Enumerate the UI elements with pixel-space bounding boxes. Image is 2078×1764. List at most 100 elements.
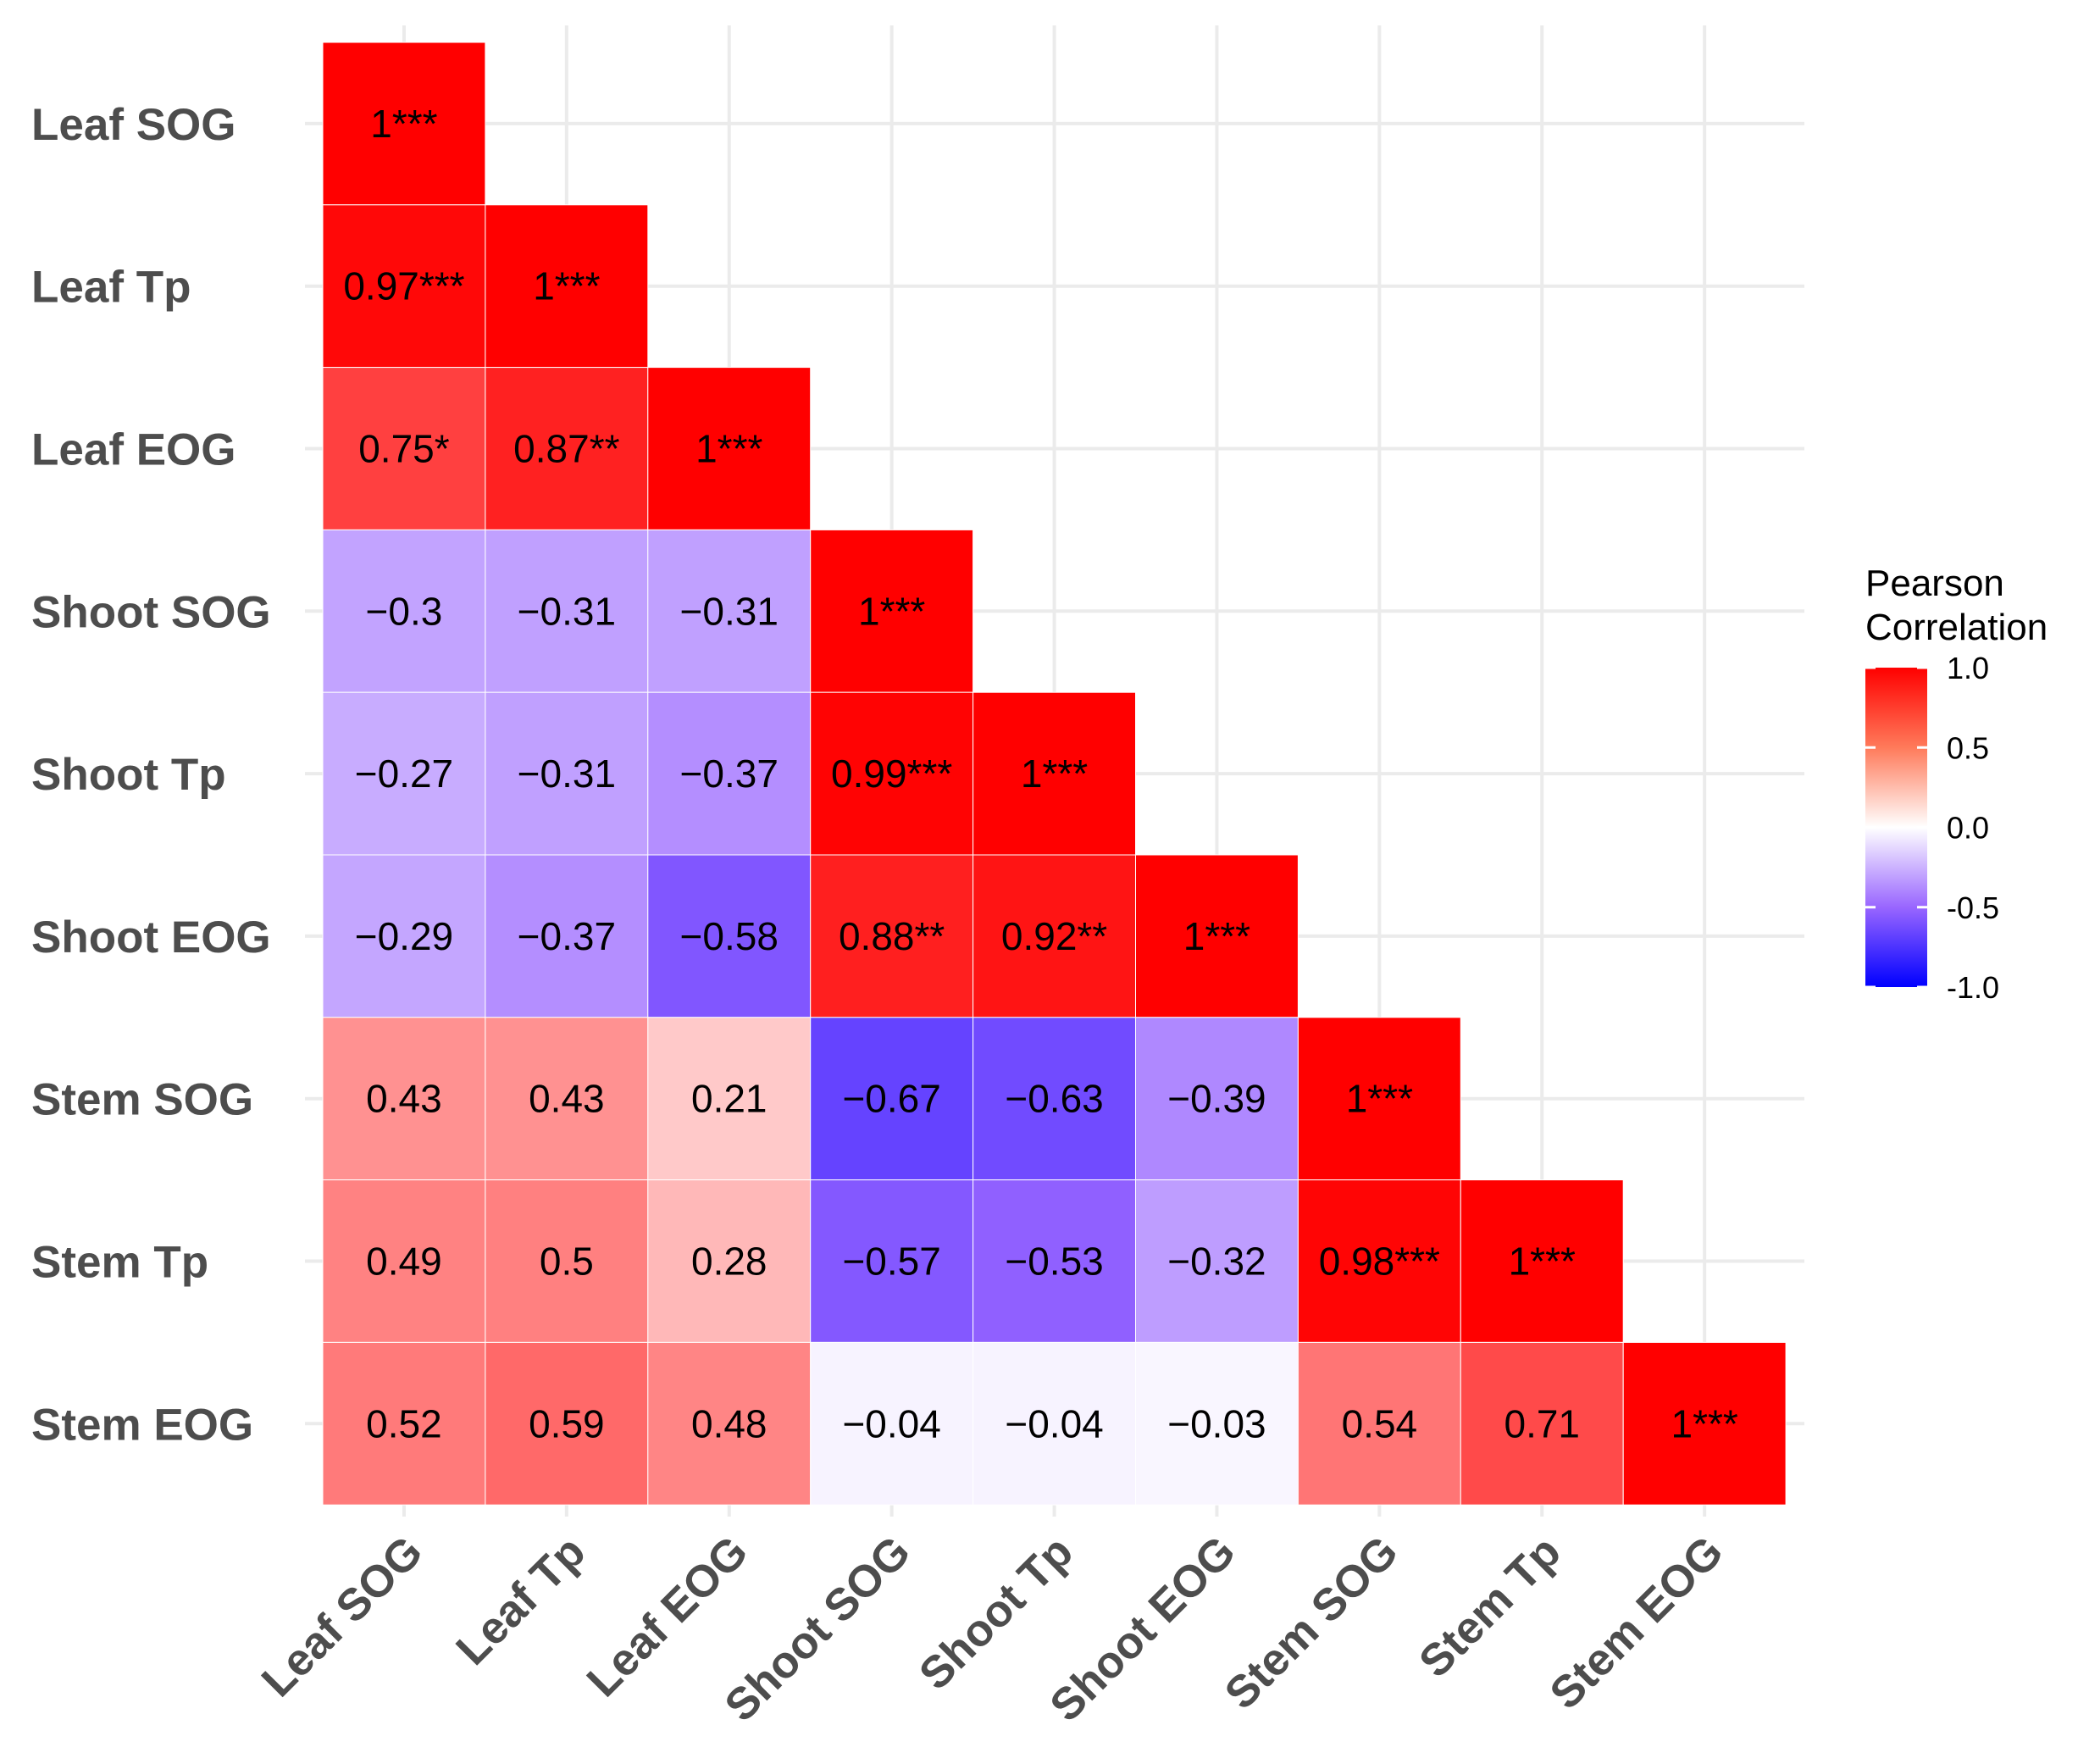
cell-value-label: 1*** <box>1509 1240 1576 1284</box>
cell-value-label: 1*** <box>1021 752 1088 796</box>
y-tick-label: Leaf SOG <box>31 100 236 150</box>
cell-value-label: 0.28 <box>691 1240 767 1284</box>
cell-value-label: 0.43 <box>529 1077 605 1121</box>
heatmap-cell <box>1135 1179 1299 1343</box>
heatmap-cell <box>973 1179 1136 1343</box>
cell-value-label: −0.03 <box>1167 1401 1266 1445</box>
x-tick-label: Stem EOG <box>1541 1527 1733 1719</box>
heatmap-cell <box>1297 1179 1461 1343</box>
heatmap-cell <box>485 204 649 369</box>
heatmap-cell <box>647 1179 812 1343</box>
cell-value-label: 0.98*** <box>1319 1240 1440 1284</box>
heatmap-cell <box>973 854 1136 1018</box>
heatmap-cell <box>647 367 812 530</box>
cell-value-label: −0.31 <box>518 589 616 633</box>
cell-value-label: 1*** <box>858 589 925 633</box>
heatmap-cell <box>322 367 486 530</box>
heatmap-cell <box>973 691 1136 856</box>
heatmap-cell <box>810 1341 974 1506</box>
cell-value-label: 1*** <box>533 264 600 308</box>
heatmap-cell <box>322 529 486 693</box>
heatmap-cell <box>810 691 974 856</box>
cell-value-label: 0.48 <box>691 1401 767 1445</box>
heatmap-cell <box>1135 1341 1299 1506</box>
legend-tick-label: 0.0 <box>1947 811 1989 846</box>
heatmap-cell <box>485 691 649 856</box>
cell-value-label: −0.37 <box>518 914 616 958</box>
heatmap-cell <box>1622 1341 1787 1506</box>
heatmap-cell <box>1460 1341 1624 1506</box>
heatmap-cell <box>485 1341 649 1506</box>
legend-title-line2: Correlation <box>1865 607 2048 648</box>
heatmap-cell <box>322 204 486 369</box>
legend-ticks: 1.0 0.5 0.0 -0.5 -1.0 <box>1865 651 1999 1005</box>
heatmap-cell <box>647 529 812 693</box>
cell-value-label: 1*** <box>1183 914 1250 958</box>
cell-value-label: 0.49 <box>366 1240 442 1284</box>
legend-tick-label: -0.5 <box>1947 890 1999 925</box>
x-tick-label: Stem Tp <box>1410 1527 1571 1688</box>
y-tick-label: Leaf EOG <box>31 425 236 475</box>
cell-value-label: 0.88** <box>839 914 945 958</box>
y-tick-label: Stem Tp <box>31 1238 208 1288</box>
cell-value-label: 0.75* <box>358 427 450 471</box>
y-axis-labels: Leaf SOG Leaf Tp Leaf EOG Shoot SOG Shoot Tp… <box>31 100 271 1450</box>
legend-colorbar <box>1865 668 1927 987</box>
cell-value-label: −0.63 <box>1005 1077 1103 1121</box>
cell-value-label: −0.58 <box>680 914 779 958</box>
cell-value-label: −0.53 <box>1005 1240 1103 1284</box>
cell-value-label: −0.27 <box>355 752 453 796</box>
cell-value-label: 0.43 <box>366 1077 442 1121</box>
heatmap-cells <box>322 42 1787 1506</box>
cell-value-label: 0.59 <box>529 1401 605 1445</box>
cell-value-label: −0.31 <box>518 752 616 796</box>
cell-value-label: 0.87** <box>513 427 619 471</box>
heatmap-cell <box>322 854 486 1018</box>
heatmap-cell <box>973 1341 1136 1506</box>
cell-value-label: 0.99*** <box>831 752 952 796</box>
color-legend: Pearson Correlation 1.0 0.5 0.0 -0.5 -1.0 <box>1865 563 2048 1005</box>
heatmap-cell <box>322 42 486 206</box>
cell-value-label: 1*** <box>695 427 762 471</box>
cell-value-label: 0.54 <box>1342 1401 1418 1445</box>
heatmap-cell <box>485 854 649 1018</box>
heatmap-cell <box>810 1179 974 1343</box>
heatmap-cell <box>810 529 974 693</box>
y-tick-label: Leaf Tp <box>31 263 191 313</box>
y-tick-label: Stem SOG <box>31 1075 253 1125</box>
cell-value-label: −0.04 <box>842 1401 940 1445</box>
cell-value-label: 1*** <box>1346 1077 1413 1121</box>
heatmap-cell <box>647 854 812 1018</box>
heatmap-cell <box>1297 1341 1461 1506</box>
heatmap-cell <box>485 1017 649 1181</box>
heatmap-cell <box>647 691 812 856</box>
heatmap-cell <box>647 1341 812 1506</box>
x-tick-label: Stem SOG <box>1216 1527 1408 1719</box>
cell-value-label: −0.04 <box>1005 1401 1103 1445</box>
heatmap-cell <box>485 529 649 693</box>
heatmap-cell <box>647 1017 812 1181</box>
legend-tick-label: 0.5 <box>1947 730 1989 765</box>
cell-value-label: 0.5 <box>540 1240 594 1284</box>
heatmap-cell <box>810 854 974 1018</box>
heatmap-cell <box>322 1017 486 1181</box>
cell-value-label: −0.29 <box>355 914 453 958</box>
x-tick-label: Leaf SOG <box>252 1527 432 1706</box>
x-tick-label: Leaf EOG <box>578 1527 757 1706</box>
heatmap-cell <box>1460 1179 1624 1343</box>
heatmap-cell <box>810 1017 974 1181</box>
cell-value-label: −0.39 <box>1167 1077 1266 1121</box>
heatmap-cell <box>1135 854 1299 1018</box>
y-tick-label: Shoot SOG <box>31 587 271 637</box>
y-tick-label: Shoot EOG <box>31 913 271 962</box>
cell-value-label: 0.52 <box>366 1401 442 1445</box>
heatmap-cell <box>1135 1017 1299 1181</box>
cell-value-label: −0.37 <box>680 752 779 796</box>
legend-tick-label: -1.0 <box>1947 970 1999 1005</box>
cell-value-label: 0.92** <box>1001 914 1107 958</box>
cell-value-label: −0.32 <box>1167 1240 1266 1284</box>
cell-value-label: 0.71 <box>1504 1401 1580 1445</box>
cell-value-label: 1*** <box>1671 1401 1738 1445</box>
cell-value-label: 0.21 <box>691 1077 767 1121</box>
